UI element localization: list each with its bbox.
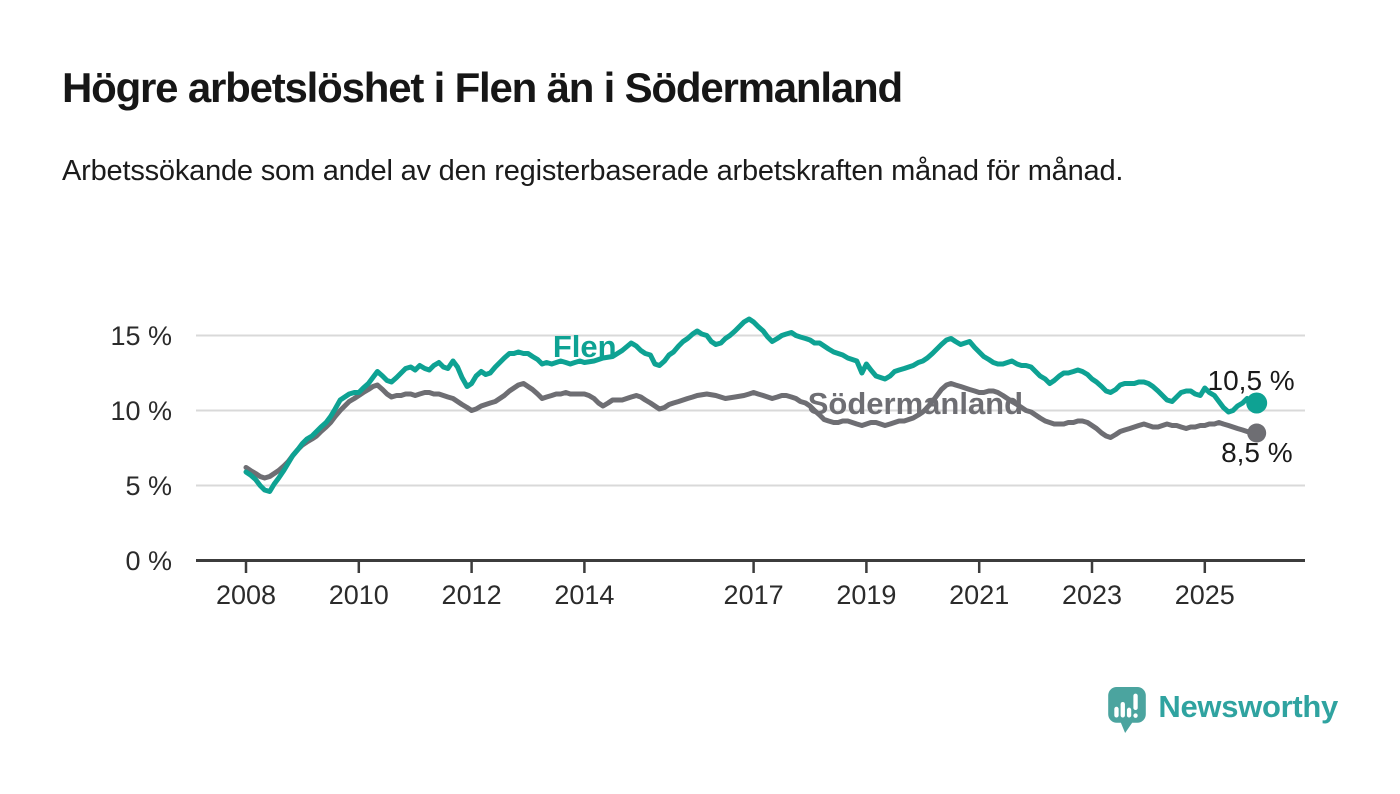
x-axis-tick-label: 2010 xyxy=(329,580,389,610)
x-axis-tick-label: 2021 xyxy=(949,580,1009,610)
logo-exclamation-dot xyxy=(1133,713,1139,718)
x-axis-tick-label: 2025 xyxy=(1175,580,1235,610)
x-axis-tick-label: 2019 xyxy=(836,580,896,610)
flen-line xyxy=(243,316,1260,494)
sdermanland-end-dot xyxy=(1247,423,1267,443)
flen-end-value-label: 10,5 % xyxy=(1208,365,1295,396)
sdermanland-end-value-label: 8,5 % xyxy=(1221,437,1293,468)
newsworthy-logo-text: Newsworthy xyxy=(1158,689,1338,724)
logo-exclamation-stem xyxy=(1133,693,1139,711)
x-axis-tick-label: 2012 xyxy=(442,580,502,610)
x-axis-tick-label: 2008 xyxy=(216,580,276,610)
y-axis-tick-label: 10 % xyxy=(110,396,172,426)
y-axis-tick-label: 5 % xyxy=(125,471,172,501)
x-axis-tick-label: 2014 xyxy=(554,580,614,610)
logo-bar-chart-glyph xyxy=(1114,693,1139,718)
newsworthy-brand: Newsworthy xyxy=(1108,687,1338,734)
flen-end-dot xyxy=(1246,392,1268,414)
page-title: Högre arbetslöshet i Flen än i Södermanl… xyxy=(62,64,903,111)
sdermanland-line xyxy=(243,381,1260,481)
chart-subtitle: Arbetssökande som andel av den registerb… xyxy=(62,155,1124,187)
y-axis-tick-label: 15 % xyxy=(110,321,172,351)
y-axis-tick-label: 0 % xyxy=(125,546,172,576)
newsworthy-logo-icon xyxy=(1108,687,1147,734)
x-axis-tick-label: 2017 xyxy=(724,580,784,610)
flen-inline-label: Flen xyxy=(553,329,617,364)
x-axis-tick-label: 2023 xyxy=(1062,580,1122,610)
sdermanland-inline-label: Södermanland xyxy=(808,386,1023,421)
